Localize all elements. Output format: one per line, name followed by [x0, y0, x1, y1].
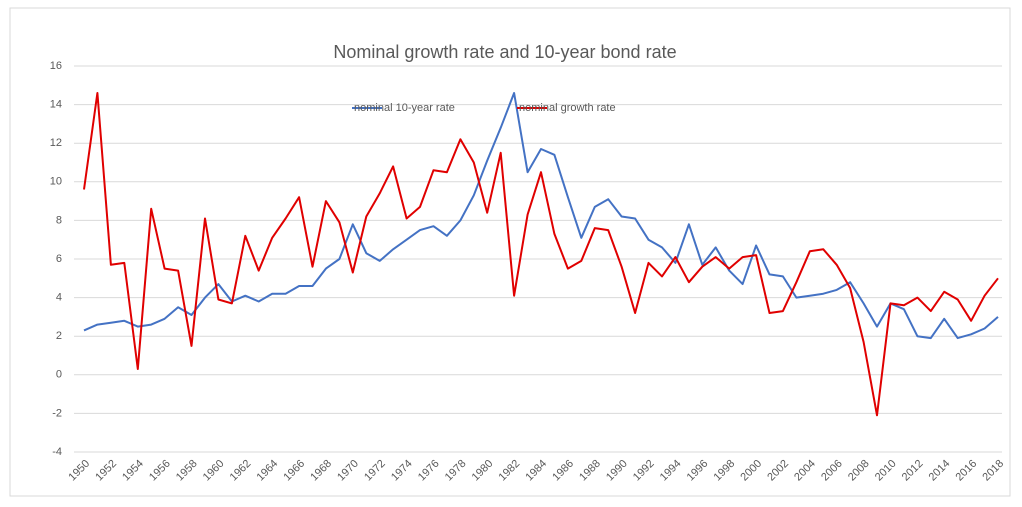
legend-label: nominal 10-year rate: [354, 102, 455, 114]
series-line: [83, 92, 999, 417]
y-tick-label: 2: [56, 330, 62, 342]
legend-label: nominal growth rate: [519, 102, 616, 114]
y-tick-label: 4: [56, 292, 62, 304]
y-tick-label: 12: [50, 137, 62, 149]
y-tick-label: 6: [56, 253, 62, 265]
y-tick-label: 14: [50, 99, 62, 111]
y-tick-label: -4: [52, 446, 62, 458]
y-tick-label: 8: [56, 214, 62, 226]
chart-title: Nominal growth rate and 10-year bond rat…: [333, 42, 676, 62]
y-tick-label: 16: [50, 60, 62, 72]
y-tick-label: -2: [52, 407, 62, 419]
y-tick-label: 10: [50, 176, 62, 188]
y-tick-label: 0: [56, 369, 62, 381]
series-line: [83, 92, 999, 340]
